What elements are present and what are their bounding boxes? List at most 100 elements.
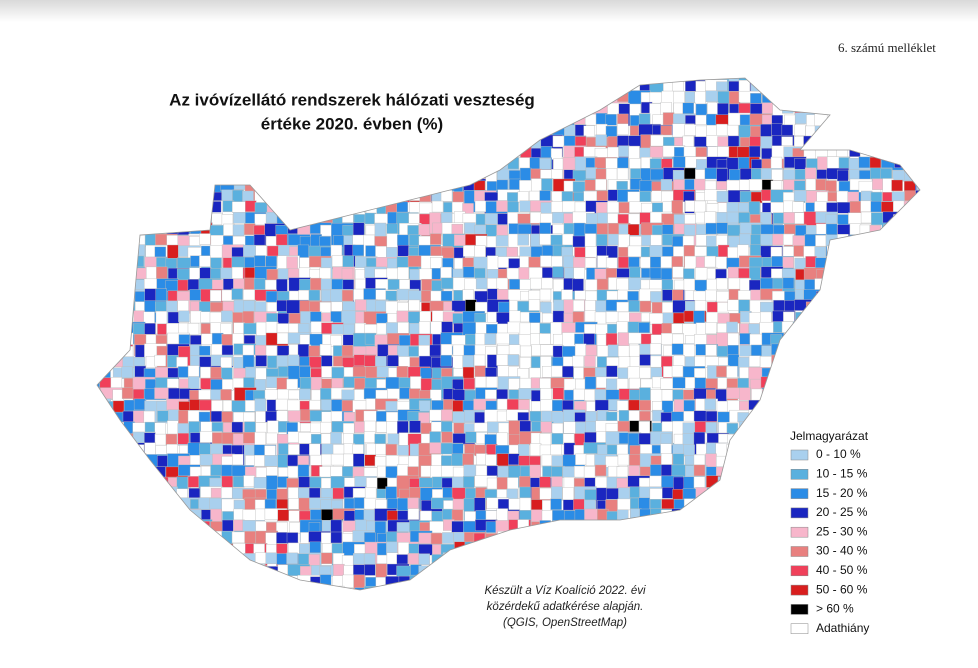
- map: [97, 78, 948, 620]
- map-region: [794, 124, 806, 136]
- map-region: [926, 82, 948, 93]
- map-region: [188, 542, 200, 566]
- map-region: [99, 114, 123, 126]
- map-region: [123, 102, 135, 125]
- map-region: [541, 78, 564, 92]
- map-region: [816, 311, 839, 323]
- map-region: [100, 588, 113, 590]
- map-region: [97, 520, 111, 544]
- map-region: [660, 563, 684, 587]
- map-region: [176, 564, 189, 576]
- map-region: [121, 82, 134, 94]
- map-region: [463, 598, 485, 620]
- map-region: [464, 511, 476, 523]
- map-region: [630, 542, 653, 554]
- map-region: [99, 90, 122, 103]
- map-region: [121, 366, 133, 378]
- map-region: [882, 245, 905, 268]
- map-region: [860, 78, 873, 81]
- map-region: [539, 378, 552, 390]
- map-region: [815, 136, 828, 149]
- map-region: [902, 466, 914, 478]
- map-region: [200, 553, 223, 576]
- map-region: [660, 179, 673, 191]
- map-region: [772, 466, 784, 479]
- map-region: [122, 92, 134, 115]
- map-region: [739, 333, 751, 345]
- map-region: [355, 597, 366, 619]
- map-region: [903, 212, 920, 235]
- legend-swatch: [790, 449, 809, 461]
- map-region: [759, 465, 771, 489]
- map-region: [858, 400, 881, 423]
- map-region: [254, 158, 266, 170]
- map-region: [178, 310, 190, 323]
- map-region: [453, 146, 476, 158]
- map-region: [858, 366, 882, 389]
- map-region: [341, 289, 354, 302]
- map-region: [133, 102, 146, 115]
- map-region: [220, 553, 232, 565]
- map-region: [122, 410, 135, 423]
- map-region: [376, 136, 400, 159]
- map-region: [695, 498, 718, 510]
- map-region: [429, 136, 452, 148]
- map-region: [154, 203, 166, 215]
- map-region: [893, 278, 906, 291]
- map-region: [222, 586, 245, 590]
- map-region: [410, 598, 421, 609]
- map-region: [111, 82, 135, 94]
- map-region: [198, 134, 221, 157]
- map-region: [233, 554, 245, 577]
- map-region: [927, 344, 938, 355]
- map-region: [793, 245, 805, 257]
- map-region: [608, 233, 620, 246]
- map-region: [132, 541, 145, 565]
- map-region: [519, 279, 532, 291]
- map-region: [761, 487, 784, 511]
- map-region: [660, 78, 672, 81]
- map-region: [113, 269, 125, 292]
- map-region: [364, 564, 376, 576]
- map-region: [110, 78, 123, 93]
- map-region: [696, 543, 708, 556]
- map-region: [748, 145, 761, 158]
- map-region: [496, 147, 508, 159]
- map-region: [891, 148, 914, 160]
- map-region: [212, 168, 224, 180]
- map-region: [508, 344, 521, 356]
- map-region: [177, 223, 190, 235]
- map-region: [101, 78, 113, 94]
- map-region: [872, 586, 895, 590]
- map-region: [442, 135, 454, 148]
- map-region: [869, 367, 881, 390]
- map-region: [343, 180, 366, 203]
- map-region: [407, 146, 419, 170]
- map-region: [299, 145, 322, 169]
- map-region: [726, 466, 750, 490]
- map-region: [366, 135, 389, 158]
- map-region: [882, 576, 905, 590]
- map-region: [232, 137, 244, 160]
- map-region: [748, 519, 760, 543]
- map-region: [123, 123, 136, 136]
- map-region: [927, 554, 938, 576]
- map-region: [869, 225, 882, 248]
- map-region: [814, 400, 837, 412]
- map-region: [783, 344, 796, 356]
- map-region: [97, 290, 111, 303]
- map-region: [420, 159, 433, 182]
- map-region: [639, 300, 652, 313]
- map-region: [772, 367, 785, 391]
- map-region: [893, 532, 905, 544]
- map-region: [869, 322, 882, 345]
- map-region: [606, 79, 630, 92]
- map-region: [893, 266, 917, 279]
- map-region: [100, 508, 123, 520]
- map-region: [771, 343, 794, 356]
- map-region: [849, 411, 861, 423]
- map-region: [189, 598, 200, 620]
- map-region: [562, 542, 575, 566]
- map-region: [574, 201, 587, 214]
- map-region: [926, 268, 948, 290]
